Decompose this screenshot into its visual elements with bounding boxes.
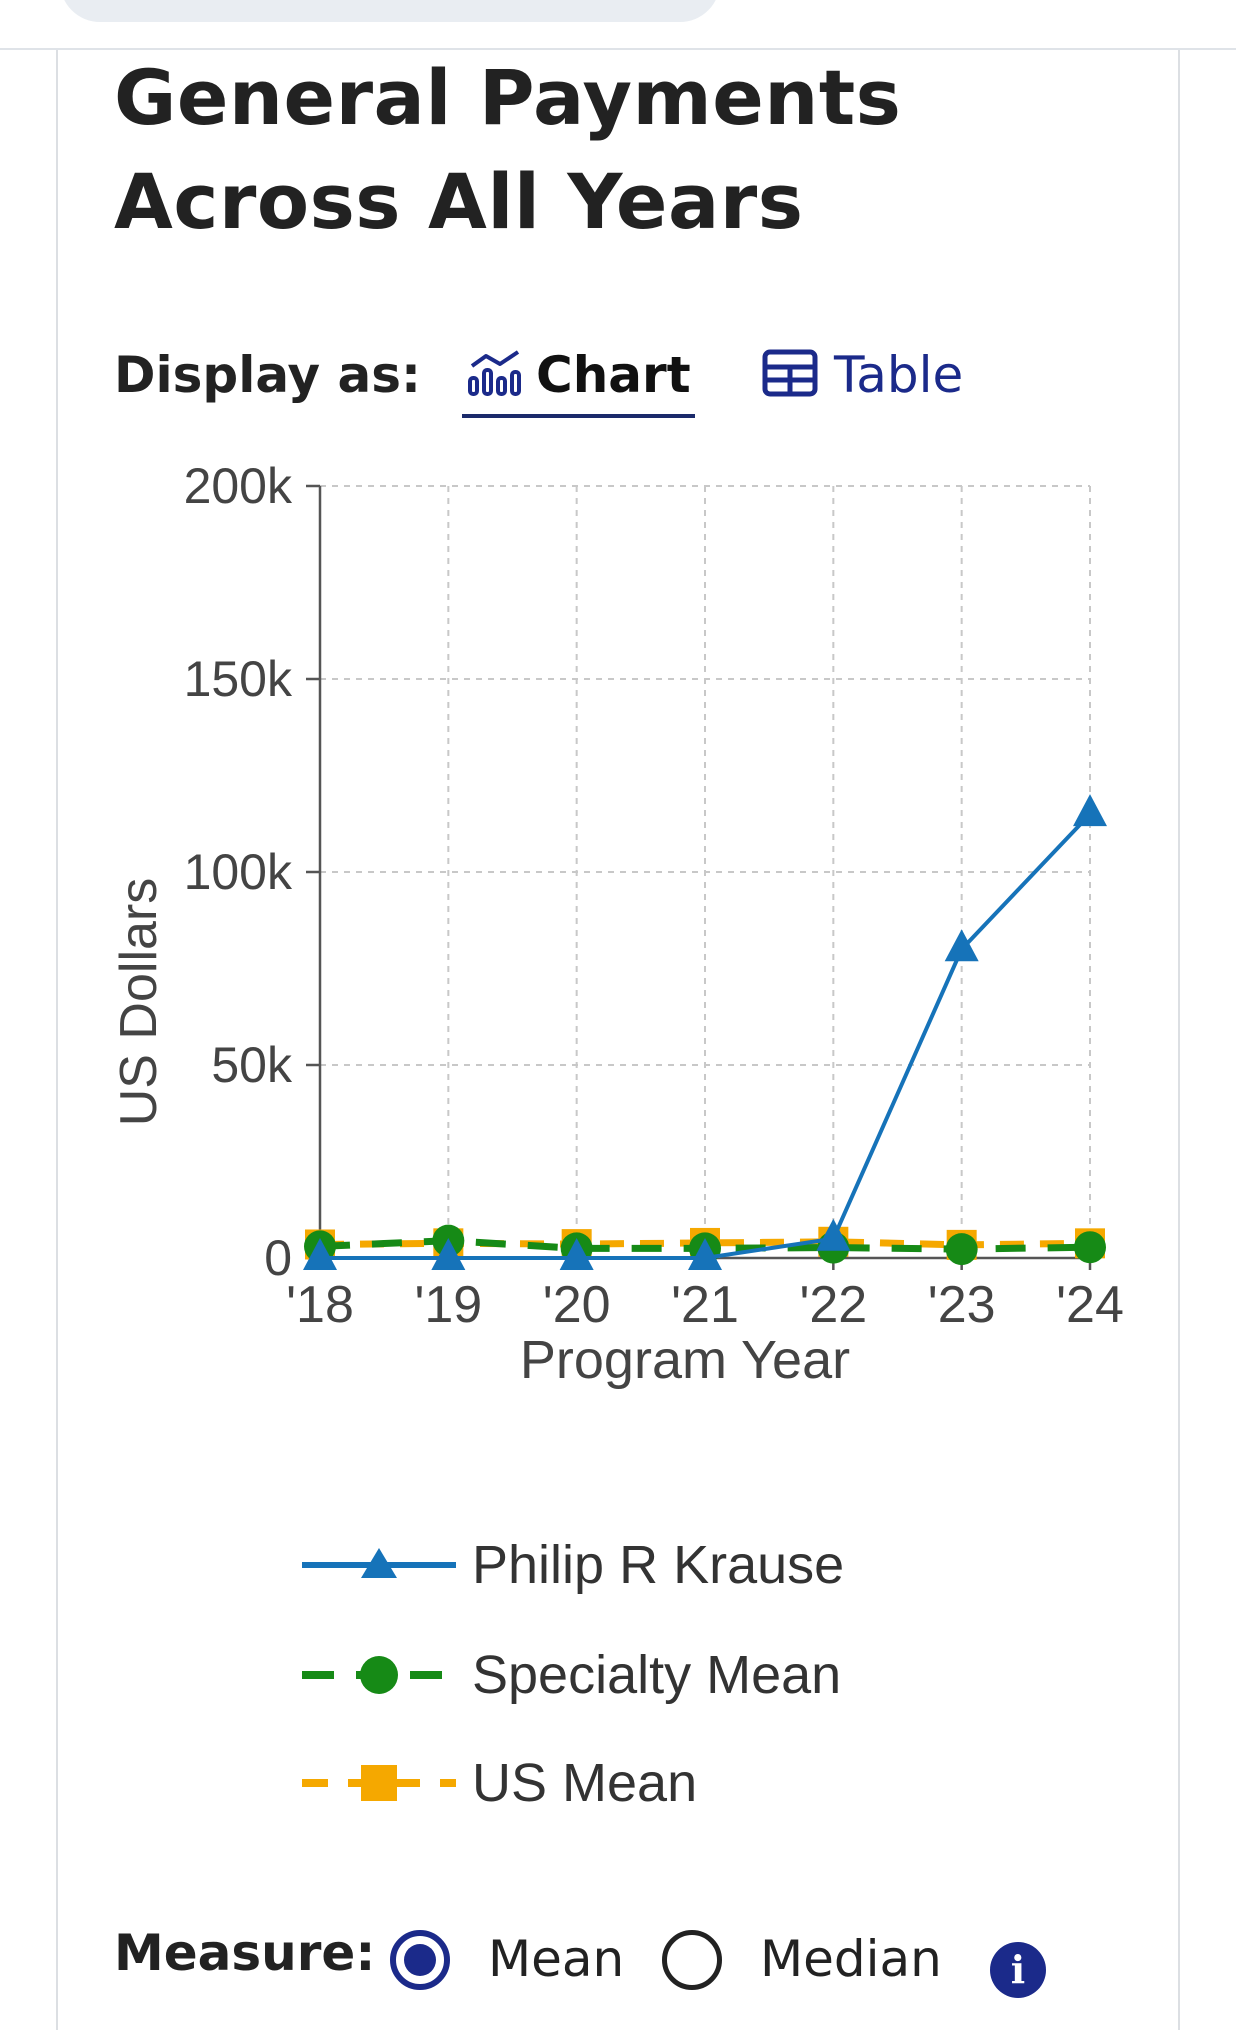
y-tick-label: 50k [211, 1037, 293, 1093]
median-radio-label[interactable]: Median [760, 1930, 942, 1988]
point-philip-r-krause [944, 929, 979, 962]
y-tick-label: 100k [184, 844, 293, 900]
y-tick-label: 0 [264, 1230, 292, 1286]
x-tick-label: '18 [286, 1276, 354, 1334]
chart-option[interactable]: Chart [462, 340, 695, 418]
y-axis-title: US Dollars [110, 878, 168, 1127]
legend-item-philip-r-krause[interactable]: Philip R Krause [300, 1530, 1000, 1600]
legend-swatch-specialty-mean [302, 1656, 456, 1694]
legend-swatch-us-mean [302, 1765, 456, 1801]
legend-label-specialty-mean: Specialty Mean [472, 1645, 842, 1705]
chart-option-label: Chart [536, 346, 691, 404]
payments-card [56, 50, 1180, 2030]
point-specialty-mean [945, 1233, 978, 1266]
top-divider [0, 48, 1236, 50]
measure-selector: Measure: Mean Median i [114, 1920, 1114, 2000]
mean-radio[interactable] [390, 1930, 450, 1990]
point-philip-r-krause [431, 1238, 466, 1270]
y-tick-label: 200k [184, 458, 293, 514]
x-tick-label: '20 [543, 1276, 611, 1334]
bar-line-chart-icon [466, 348, 524, 403]
y-tick-label: 150k [184, 651, 293, 707]
top-tab [60, 0, 720, 22]
x-tick-label: '22 [799, 1276, 867, 1334]
payments-chart: 0 50k 100k 150k 200k '18 '19 '20 '21 '22 '23 '24 Pro… [110, 458, 1124, 1390]
legend-label-philip-r-krause: Philip R Krause [472, 1535, 845, 1595]
display-label: Display as: [114, 346, 422, 404]
median-radio[interactable] [662, 1930, 722, 1990]
point-philip-r-krause [559, 1238, 594, 1270]
point-philip-r-krause [688, 1238, 722, 1270]
point-specialty-mean [1074, 1231, 1106, 1264]
table-option[interactable]: Table [762, 340, 963, 410]
legend-swatch-philip-r-krause [302, 1548, 456, 1578]
table-option-label: Table [834, 346, 964, 404]
chart-svg: 0 50k 100k 150k 200k '18 '19 '20 '21 '22 '23 '24 Pro… [110, 458, 1124, 1390]
series-line-philip-r-krause [320, 812, 1092, 1260]
x-tick-label: '19 [414, 1276, 482, 1334]
info-icon[interactable]: i [990, 1942, 1046, 1998]
point-philip-r-krause [816, 1218, 851, 1251]
display-toggle: Display as: Chart Table [114, 340, 1014, 418]
page-title: General Payments Across All Years [114, 53, 902, 246]
legend-label-us-mean: US Mean [472, 1753, 698, 1813]
mean-radio-label[interactable]: Mean [488, 1930, 625, 1988]
legend-item-specialty-mean[interactable]: Specialty Mean [300, 1640, 1000, 1710]
table-icon [762, 349, 818, 402]
measure-label: Measure: [114, 1924, 376, 1982]
x-tick-label: '24 [1056, 1276, 1124, 1334]
x-axis-title: Program Year [520, 1330, 850, 1390]
point-philip-r-krause [303, 1238, 337, 1270]
point-philip-r-krause [1073, 794, 1107, 827]
x-tick-label: '23 [928, 1276, 996, 1334]
x-tick-label: '21 [671, 1276, 739, 1334]
legend-item-us-mean[interactable]: US Mean [300, 1748, 1000, 1818]
